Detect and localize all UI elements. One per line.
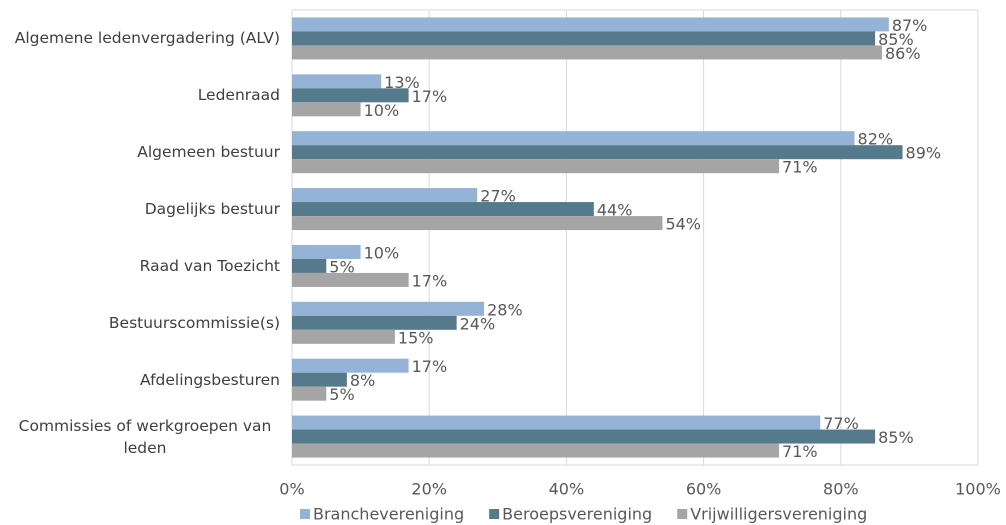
- data-label: 54%: [665, 215, 701, 234]
- bar: [292, 329, 395, 344]
- legend-label: Beroepsvereniging: [502, 505, 652, 524]
- legend-label: Branchevereniging: [313, 505, 464, 524]
- data-label: 15%: [398, 328, 434, 347]
- legend-swatch: [300, 509, 310, 519]
- data-label: 24%: [460, 314, 496, 333]
- bar: [292, 415, 821, 430]
- bar: [292, 443, 780, 458]
- data-label: 89%: [906, 144, 942, 163]
- bar: [292, 88, 409, 103]
- x-tick-label: 20%: [411, 480, 447, 499]
- data-label: 27%: [480, 187, 516, 206]
- x-tick-label: 80%: [823, 480, 859, 499]
- bar: [292, 429, 876, 444]
- data-label: 17%: [412, 87, 448, 106]
- bar: [292, 272, 409, 287]
- bar: [292, 131, 855, 146]
- data-label: 44%: [597, 201, 633, 220]
- y-tick-label: Bestuurscommissie(s): [108, 313, 280, 332]
- y-tick-label: Raad van Toezicht: [139, 256, 280, 275]
- legend-swatch: [677, 509, 688, 519]
- y-tick-label: Commissies of werkgroepen van leden: [18, 416, 272, 457]
- bar: [292, 358, 409, 373]
- data-label: 5%: [329, 385, 354, 404]
- bar: [292, 145, 903, 160]
- data-label: 71%: [782, 442, 818, 461]
- bar: [292, 159, 780, 174]
- bar: [292, 372, 347, 387]
- bar: [292, 216, 663, 231]
- x-tick-label: 40%: [549, 480, 585, 499]
- data-label: 17%: [412, 357, 448, 376]
- data-label: 10%: [364, 243, 400, 262]
- data-label: 10%: [364, 101, 400, 120]
- bar: [292, 315, 457, 330]
- y-tick-label: Afdelingsbesturen: [140, 370, 280, 389]
- legend-swatch: [489, 509, 500, 519]
- data-label: 71%: [782, 158, 818, 177]
- bar: [292, 202, 594, 217]
- y-tick-label: Algemene ledenvergadering (ALV): [14, 29, 280, 48]
- data-label: 13%: [384, 73, 420, 92]
- bar: [292, 31, 876, 46]
- data-label: 87%: [892, 16, 928, 35]
- bar: [292, 188, 478, 203]
- x-tick-label: 100%: [955, 480, 1001, 499]
- data-label: 85%: [878, 428, 914, 447]
- data-label: 82%: [858, 130, 894, 149]
- data-label: 17%: [412, 271, 448, 290]
- data-label: 77%: [823, 414, 859, 433]
- bar: [292, 386, 327, 401]
- data-label: 5%: [329, 257, 354, 276]
- bar: [292, 102, 361, 117]
- y-tick-label: Ledenraad: [197, 86, 280, 105]
- bar: [292, 17, 889, 32]
- bar: [292, 301, 485, 316]
- y-tick-label: Dagelijks bestuur: [144, 200, 280, 219]
- bar: [292, 258, 327, 273]
- data-label: 85%: [878, 30, 914, 49]
- data-label: 86%: [885, 44, 921, 63]
- x-tick-label: 0%: [279, 480, 304, 499]
- bar: [292, 45, 882, 60]
- y-tick-label: Algemeen bestuur: [137, 143, 280, 162]
- legend-label: Vrijwilligersvereniging: [690, 505, 867, 524]
- data-label: 28%: [487, 300, 523, 319]
- bar: [292, 244, 361, 259]
- data-label: 8%: [350, 371, 375, 390]
- x-tick-label: 60%: [686, 480, 722, 499]
- bar: [292, 74, 382, 89]
